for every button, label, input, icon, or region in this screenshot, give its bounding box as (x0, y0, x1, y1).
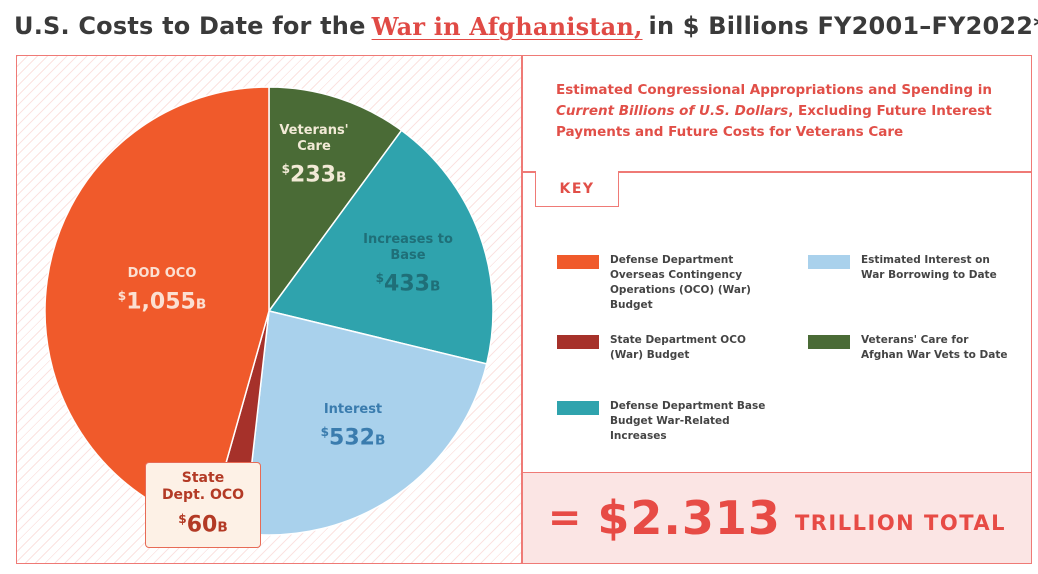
slice-name: DOD OCO (127, 266, 197, 281)
slice-value-unit: B (195, 296, 207, 313)
state-dept-callout: State Dept. OCO $60B (145, 462, 261, 548)
slice-label-dod-oco: DOD OCO $1,055B (103, 266, 221, 318)
legend-label: Defense Department Overseas Contingency … (610, 254, 751, 311)
legend-item-veterans: Veterans' Care for Afghan War Vets to Da… (808, 333, 1008, 363)
legend-swatch (557, 335, 599, 349)
subtitle-emphasis: Current Billions of U.S. Dollars (556, 103, 789, 119)
divider (522, 171, 1032, 173)
slice-value: $1,055B (117, 289, 207, 315)
subtitle-line1: Estimated Congressional Appropriations a… (556, 82, 992, 98)
chart-subtitle: Estimated Congressional Appropriations a… (556, 80, 996, 143)
slice-name: Increases to Base (363, 232, 453, 263)
slice-label-interest: Interest $532B (303, 402, 403, 454)
legend-label: Defense Department Base Budget War-Relat… (610, 400, 766, 442)
slice-value: $233B (281, 162, 347, 188)
callout-value-number: 60 (186, 512, 218, 538)
title-prefix: U.S. Costs to Date for the (14, 12, 366, 40)
pie-slice-veterans-care (268, 86, 403, 314)
slice-value-unit: B (335, 169, 347, 186)
legend-label: Estimated Interest on War Borrowing to D… (861, 254, 997, 281)
page-title: U.S. Costs to Date for the War in Afghan… (14, 6, 1038, 46)
total-label: TRILLION TOTAL (794, 511, 1007, 535)
legend-label: State Department OCO (War) Budget (610, 334, 746, 361)
title-suffix: in $ Billions FY2001–FY2022* (648, 12, 1038, 40)
slice-value-unit: B (374, 432, 386, 449)
callout-value: $60B (178, 511, 228, 538)
slice-value: $532B (320, 425, 386, 451)
slice-name: Veterans' Care (279, 123, 349, 154)
pie-slice-interest (242, 310, 488, 536)
legend-item-dod-oco: Defense Department Overseas Contingency … (557, 253, 787, 313)
slice-label-veterans: Veterans' Care $233B (268, 123, 360, 191)
slice-value-number: 433 (384, 271, 430, 297)
legend-item-interest: Estimated Interest on War Borrowing to D… (808, 253, 1008, 283)
callout-label: State Dept. OCO (161, 469, 245, 503)
legend-item-base-increases: Defense Department Base Budget War-Relat… (557, 399, 777, 444)
slice-value-number: 233 (290, 162, 336, 188)
pie-slice-increases-to-base (267, 129, 494, 365)
legend-swatch (808, 255, 850, 269)
total-amount: $2.313 (597, 491, 781, 545)
legend-swatch (557, 255, 599, 269)
slice-value: $433B (375, 271, 441, 297)
callout-value-unit: B (217, 519, 228, 536)
total-banner: = $2.313 TRILLION TOTAL (522, 472, 1032, 564)
subtitle-rest: , Excluding Future Interest Payments and… (556, 103, 992, 140)
legend-swatch (557, 401, 599, 415)
pie-slice-dod-oco (44, 86, 270, 528)
legend-label: Veterans' Care for Afghan War Vets to Da… (861, 334, 1008, 361)
key-heading: KEY (535, 171, 619, 207)
total-equals: = (547, 495, 582, 541)
title-highlight: War in Afghanistan, (371, 11, 643, 41)
slice-value-unit: B (429, 278, 441, 295)
slice-label-base-increases: Increases to Base $433B (362, 232, 454, 300)
legend-swatch (808, 335, 850, 349)
slice-value-number: 532 (329, 425, 375, 451)
slice-name: Interest (323, 402, 383, 417)
legend-item-state-oco: State Department OCO (War) Budget (557, 333, 757, 363)
slice-value-number: 1,055 (126, 289, 196, 315)
